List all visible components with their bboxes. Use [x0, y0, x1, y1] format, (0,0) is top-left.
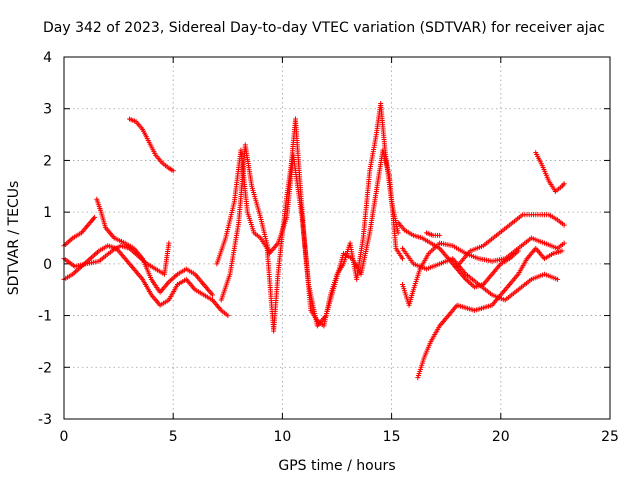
data-point	[210, 292, 216, 298]
series-arc-7	[218, 142, 406, 329]
data-point	[170, 168, 176, 174]
data-point	[395, 230, 401, 236]
data-point	[166, 240, 172, 246]
data-point	[561, 222, 567, 228]
data-point	[437, 232, 443, 238]
y-tick-label: 4	[43, 50, 52, 66]
y-tick-label: 3	[43, 102, 52, 118]
series-arc-5	[127, 116, 176, 174]
data-point	[515, 248, 521, 254]
grid-lines	[64, 57, 610, 419]
series-arc-3	[61, 243, 231, 319]
y-tick-label: 0	[43, 257, 52, 273]
data-point	[561, 240, 567, 246]
y-tick-label: -2	[38, 360, 52, 376]
series-arc-14	[533, 150, 567, 194]
x-tick-label: 15	[383, 429, 401, 445]
axis-ticks: 0 5 10 15 20 25 -3 -2 -1 0 1 2 3 4	[38, 50, 619, 445]
series-arc-1	[61, 214, 98, 249]
series-arc-12	[454, 212, 567, 269]
y-axis-label: SDTVAR / TECUs	[6, 181, 22, 296]
data-point	[92, 214, 98, 220]
series-arc-11	[395, 219, 521, 290]
y-tick-label: 2	[43, 153, 52, 169]
data-point	[400, 256, 406, 262]
data-point	[225, 313, 231, 319]
data-point	[561, 181, 567, 187]
y-tick-label: -1	[38, 309, 52, 325]
chart-title: Day 342 of 2023, Sidereal Day-to-day VTE…	[0, 20, 640, 38]
data-points	[61, 101, 567, 381]
data-point	[555, 276, 561, 282]
chart-title-text: Day 342 of 2023, Sidereal Day-to-day VTE…	[43, 20, 605, 36]
series-arc-9	[400, 245, 561, 303]
x-axis-label: GPS time / hours	[278, 458, 395, 474]
plot-frame	[63, 56, 611, 420]
x-tick-label: 5	[169, 429, 178, 445]
x-tick-label: 10	[273, 429, 291, 445]
x-tick-label: 25	[601, 429, 619, 445]
series-arc-4	[94, 196, 216, 298]
series-arc-10	[415, 245, 565, 381]
y-tick-label: 1	[43, 205, 52, 221]
x-tick-label: 20	[492, 429, 510, 445]
series-arc-13	[424, 230, 443, 238]
x-tick-label: 0	[60, 429, 69, 445]
data-point	[559, 248, 565, 254]
y-tick-label: -3	[38, 412, 52, 428]
